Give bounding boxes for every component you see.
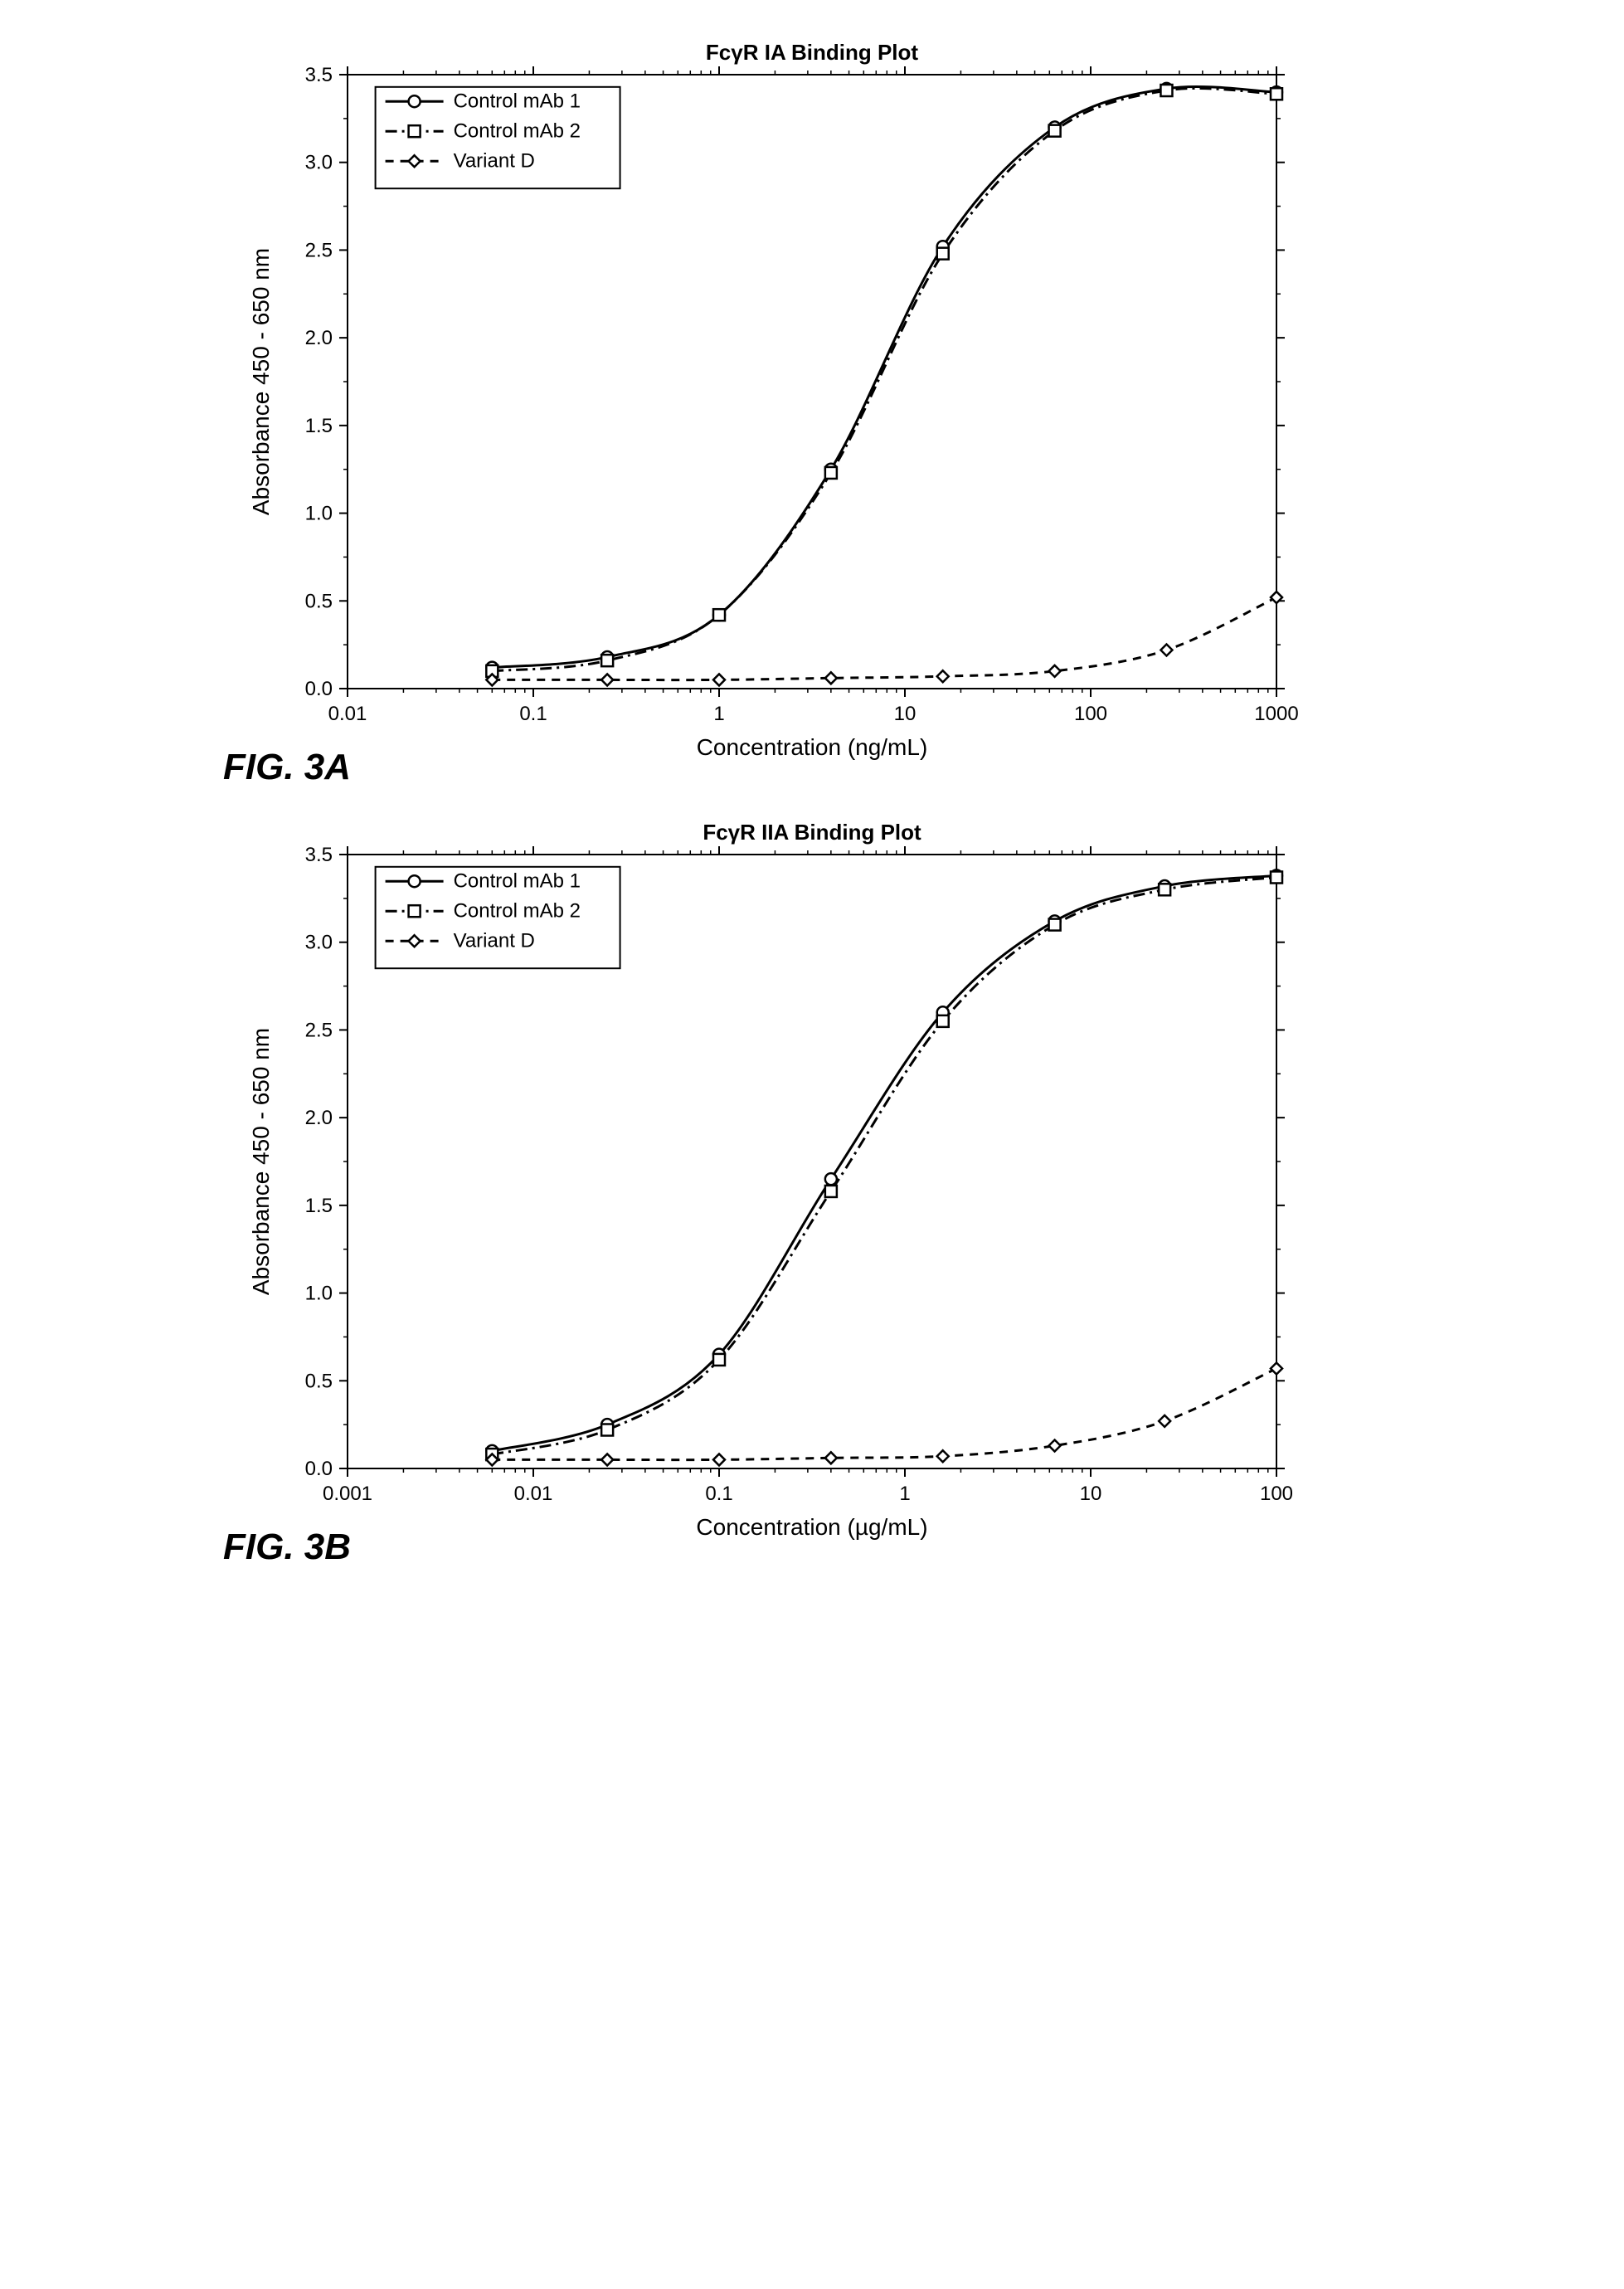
fig-label-a: FIG. 3A (223, 747, 351, 788)
svg-text:0.01: 0.01 (328, 703, 367, 725)
chart-a: FcγR IA Binding Plot 0.01 0.1 1 10 100 1000 0.0… (231, 33, 1310, 780)
svg-text:Concentration (µg/mL): Concentration (µg/mL) (696, 1514, 927, 1540)
svg-text:1.0: 1.0 (305, 1283, 333, 1305)
figure-container: FcγR IA Binding Plot0.010.111010010000.0… (231, 33, 1393, 1560)
panel-a: FcγR IA Binding Plot 0.01 0.1 1 10 100 1000 0.0… (231, 33, 1393, 780)
svg-text:Concentration (ng/mL): Concentration (ng/mL) (697, 734, 928, 760)
svg-text:3.5: 3.5 (305, 64, 333, 86)
svg-text:0.01: 0.01 (514, 1483, 553, 1505)
svg-text:Absorbance 450 - 650 nm: Absorbance 450 - 650 nm (248, 1028, 274, 1295)
svg-text:Control mAb 1: Control mAb 1 (454, 90, 581, 112)
svg-text:10: 10 (894, 703, 917, 725)
svg-text:0.0: 0.0 (305, 678, 333, 700)
svg-text:10: 10 (1080, 1483, 1102, 1505)
svg-text:2.5: 2.5 (305, 1019, 333, 1041)
svg-text:3.0: 3.0 (305, 152, 333, 174)
svg-text:1000: 1000 (1254, 703, 1298, 725)
svg-text:3.5: 3.5 (305, 844, 333, 866)
svg-text:2.0: 2.0 (305, 1107, 333, 1129)
svg-text:1: 1 (899, 1483, 910, 1505)
svg-text:Control mAb 2: Control mAb 2 (454, 119, 581, 142)
svg-text:Variant D: Variant D (454, 929, 535, 952)
svg-text:100: 100 (1260, 1483, 1293, 1505)
svg-text:3.0: 3.0 (305, 932, 333, 954)
svg-text:100: 100 (1074, 703, 1107, 725)
svg-text:FcγR IA Binding Plot: FcγR IA Binding Plot (706, 40, 918, 65)
svg-text:Control mAb 1: Control mAb 1 (454, 869, 581, 892)
svg-text:1.5: 1.5 (305, 1195, 333, 1217)
svg-text:1.5: 1.5 (305, 415, 333, 437)
chart-b: FcγR IIA Binding Plot 0.001 0.01 0.1 1 10 100 0… (231, 813, 1310, 1560)
svg-text:0.5: 0.5 (305, 1370, 333, 1392)
svg-text:FcγR IIA Binding Plot: FcγR IIA Binding Plot (703, 820, 921, 845)
svg-text:2.0: 2.0 (305, 327, 333, 349)
svg-text:2.5: 2.5 (305, 239, 333, 261)
svg-text:1: 1 (713, 703, 724, 725)
svg-text:Variant D: Variant D (454, 149, 535, 172)
svg-text:0.001: 0.001 (323, 1483, 372, 1505)
panel-b: FcγR IIA Binding Plot 0.001 0.01 0.1 1 10 100 0… (231, 813, 1393, 1560)
svg-text:Control mAb 2: Control mAb 2 (454, 899, 581, 922)
svg-text:0.1: 0.1 (705, 1483, 732, 1505)
svg-text:1.0: 1.0 (305, 503, 333, 525)
svg-text:0.5: 0.5 (305, 590, 333, 612)
svg-text:0.1: 0.1 (519, 703, 547, 725)
svg-text:0.0: 0.0 (305, 1458, 333, 1480)
svg-text:Absorbance 450 - 650 nm: Absorbance 450 - 650 nm (248, 248, 274, 515)
fig-label-b: FIG. 3B (223, 1527, 351, 1568)
